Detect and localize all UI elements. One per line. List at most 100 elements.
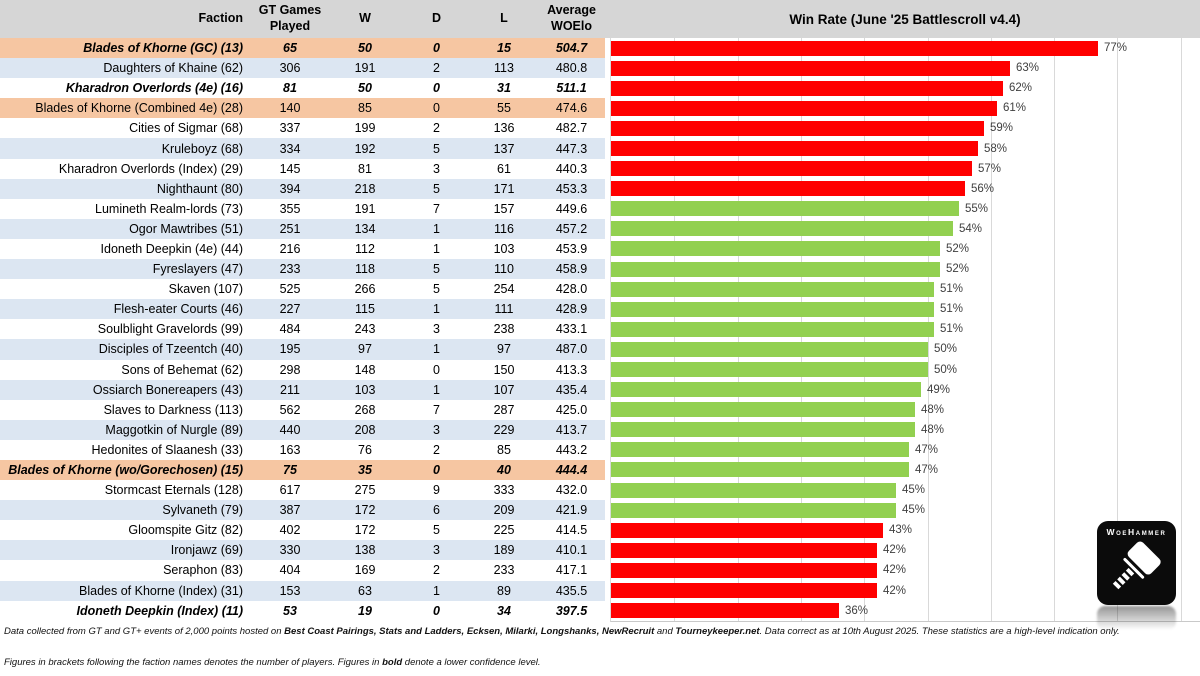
wins-value: 118 [355,262,375,277]
win-rate-label: 47% [915,464,939,477]
gt-games-value: 404 [279,563,301,578]
losses-value: 89 [497,583,511,598]
woelo-value: 487.0 [555,342,588,357]
win-rate-label: 42% [883,564,907,577]
table-row: Slaves to Darkness (113) 562 268 7 287 425.0 [0,399,605,420]
table-row: Kharadron Overlords (4e) (16) 81 50 0 31 511.… [0,78,605,99]
wins-value: 138 [354,543,376,558]
faction-name: Hedonites of Slaanesh (33) [91,442,243,457]
table-row: Kharadron Overlords (Index) (29) 145 81 3 61… [0,158,605,179]
footnote-segment: Best Coast Pairings, Stats and Ladders, … [284,626,655,637]
wins-value: 169 [354,563,376,578]
losses-value: 110 [494,262,514,277]
woelo-value: 444.4 [555,463,588,478]
faction-name: Fyreslayers (47) [152,262,243,277]
wins-value: 85 [358,101,372,116]
gt-games-value: 251 [279,221,301,236]
gt-games-value: 387 [279,503,301,518]
bar-row: 57% [611,159,1200,179]
win-rate-label: 50% [934,363,958,376]
losses-value: 238 [493,322,515,337]
losses-value: 136 [493,121,515,136]
win-rate-bar [611,462,909,478]
losses-value: 209 [493,503,515,518]
losses-value: 113 [494,61,514,76]
gt-games-value: 53 [283,603,297,618]
win-rate-bar [611,562,877,578]
woelo-value: 413.7 [555,422,588,437]
draws-value: 1 [433,221,440,236]
bar-row: 43% [611,520,1200,540]
win-rate-label: 63% [1016,62,1040,75]
table-rows: Blades of Khorne (GC) (13) 65 50 0 15 504.7 Da… [0,38,605,621]
losses-value: 233 [493,563,515,578]
win-rate-label: 59% [990,122,1014,135]
losses-value: 225 [493,523,515,538]
faction-name: Ogor Mawtribes (51) [129,221,243,236]
faction-name: Sons of Behemat (62) [121,362,243,377]
win-rate-label: 48% [921,423,945,436]
wins-value: 199 [354,121,376,136]
losses-value: 111 [494,302,514,317]
win-rate-label: 62% [1009,82,1033,95]
faction-name: Ironjawz (69) [170,543,243,558]
woelo-value: 428.9 [555,302,588,317]
gt-games-value: 330 [279,543,301,558]
losses-value: 137 [493,141,515,156]
footnote-segment: Data collected from GT and GT+ events of… [4,626,285,637]
footnote-segment: Figures in brackets following the factio… [4,657,383,668]
wins-value: 50 [358,81,372,96]
gt-games-value: 233 [279,262,301,277]
losses-value: 55 [497,101,511,116]
losses-value: 61 [497,161,511,176]
woehammer-brand-text: WoeHammer [1106,527,1167,537]
draws-value: 0 [433,41,440,56]
draws-value: 1 [433,583,440,598]
logo-reflection [1097,606,1176,630]
wins-value: 191 [354,201,376,216]
bar-row: 48% [611,400,1200,420]
losses-value: 107 [493,382,515,397]
bar-row: 54% [611,219,1200,239]
woelo-value: 440.3 [555,161,588,176]
losses-value: 85 [497,442,511,457]
draws-value: 1 [433,302,440,317]
table-row: Blades of Khorne (Combined 4e) (28) 140 85… [0,98,605,119]
win-rate-bar [611,522,883,538]
wins-value: 218 [354,181,376,196]
gt-games-value: 153 [279,583,301,598]
woehammer-logo: WoeHammer [1097,521,1176,605]
draws-value: 0 [433,603,440,618]
bar-row: 63% [611,58,1200,78]
win-rate-bar [611,542,877,558]
table-row: Ogor Mawtribes (51) 251 134 1 116 457.2 [0,218,605,239]
gridline [1054,38,1056,621]
win-rate-bar [611,301,934,317]
faction-name: Blades of Khorne (GC) (13) [83,41,243,56]
faction-name: Gloomspite Gitz (82) [128,523,243,538]
wins-value: 76 [358,442,372,457]
draws-value: 3 [433,422,440,437]
table-row: Blades of Khorne (GC) (13) 65 50 0 15 504.7 [0,38,605,59]
column-header-losses: L [500,11,508,26]
table-row: Gloomspite Gitz (82) 402 172 5 225 414.5 [0,520,605,541]
faction-name: Kruleboyz (68) [161,141,243,156]
table-header: Faction GT Games Played W D L Average WO… [0,0,605,38]
win-rate-bar [611,261,940,277]
bar-row: 47% [611,460,1200,480]
faction-name: Idoneth Deepkin (Index) (11) [76,603,243,618]
wins-value: 243 [354,322,376,337]
wins-value: 81 [358,161,372,176]
losses-value: 171 [493,181,515,196]
win-rate-bar [611,583,877,599]
bar-row: 51% [611,279,1200,299]
table-row: Sylvaneth (79) 387 172 6 209 421.9 [0,500,605,521]
draws-value: 1 [433,382,440,397]
woelo-value: 435.5 [555,583,588,598]
gt-games-value: 163 [279,442,301,457]
win-rate-bar [611,341,928,357]
faction-name: Ossiarch Bonereapers (43) [92,382,243,397]
draws-value: 7 [433,201,440,216]
win-rate-label: 52% [946,263,970,276]
bar-row: 51% [611,319,1200,339]
